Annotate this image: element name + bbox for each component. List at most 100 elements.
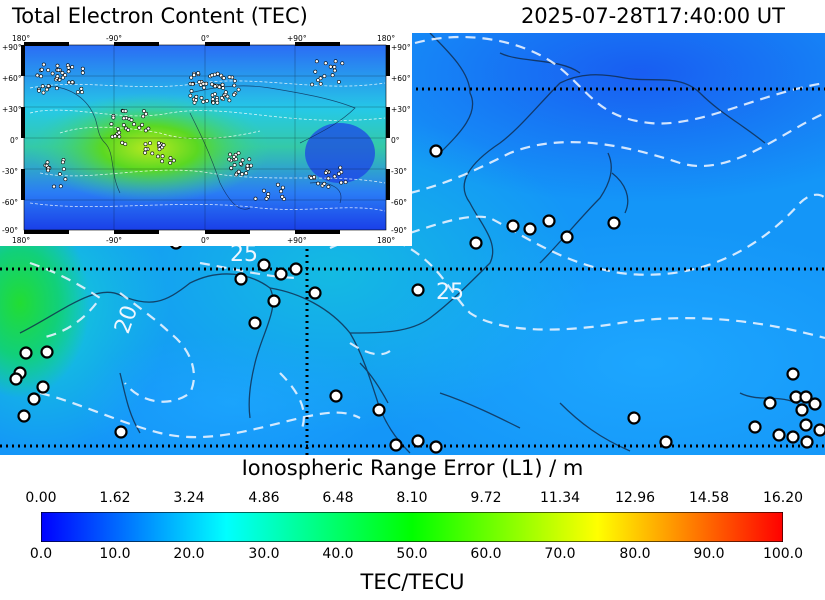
inset-station-marker <box>55 86 59 91</box>
contour-label: 25 <box>230 242 258 267</box>
inset-station-marker <box>309 175 314 180</box>
inset-station-marker <box>210 82 214 87</box>
inset-station-marker <box>144 111 148 116</box>
inset-station-marker <box>280 185 285 190</box>
inset-station-marker <box>40 84 45 89</box>
inset-station-marker <box>337 171 341 176</box>
inset-world-map: 180° -90° 0° +90° 180° 180° -90° 0° +90°… <box>0 33 412 246</box>
inset-station-marker <box>192 73 197 78</box>
gnss-station-marker <box>523 222 537 236</box>
inset-station-marker <box>113 134 118 139</box>
inset-station-marker <box>161 143 166 147</box>
inset-station-marker <box>111 115 116 120</box>
inset-station-marker <box>39 67 44 72</box>
gnss-station-marker <box>799 390 813 404</box>
color-bar <box>41 512 783 542</box>
range-tick: 11.34 <box>539 490 581 506</box>
inset-left-tick: -90° <box>2 226 18 235</box>
gnss-station-marker <box>257 258 271 272</box>
inset-right-tick: -30° <box>391 167 407 176</box>
gnss-station-marker <box>411 434 425 448</box>
inset-station-marker <box>41 90 46 95</box>
inset-station-marker <box>229 166 234 170</box>
inset-station-marker <box>171 158 176 163</box>
inset-station-marker <box>168 160 173 165</box>
inset-station-marker <box>120 140 125 145</box>
inset-station-marker <box>264 196 269 201</box>
inset-station-marker <box>227 98 232 103</box>
inset-station-marker <box>313 69 318 74</box>
inset-station-marker <box>143 150 147 155</box>
tec-tick: 0.0 <box>29 546 53 562</box>
inset-left-tick: 0° <box>10 136 19 145</box>
inset-station-marker <box>189 75 194 80</box>
tec-tick: 80.0 <box>619 546 651 562</box>
inset-station-marker <box>194 98 198 102</box>
inset-left-tick: +90° <box>2 43 22 52</box>
inset-station-marker <box>190 82 195 87</box>
inset-bottom-tick: -90° <box>106 236 122 245</box>
inset-station-marker <box>80 90 84 95</box>
inset-station-marker <box>160 159 165 164</box>
inset-left-tick: +60° <box>2 74 22 83</box>
inset-station-marker <box>326 176 331 181</box>
gnss-station-marker <box>799 418 813 432</box>
inset-station-marker <box>116 127 120 131</box>
gnss-station-marker <box>763 396 777 410</box>
inset-station-marker <box>228 152 233 157</box>
inset-station-marker <box>123 142 128 147</box>
inset-left-tick: -60° <box>2 198 18 207</box>
inset-station-marker <box>157 147 162 152</box>
tec-map: 25 25 20 <box>0 33 825 455</box>
inset-station-marker <box>123 109 128 114</box>
inset-station-marker <box>58 184 63 189</box>
gnss-station-marker <box>506 219 520 233</box>
inset-station-marker <box>220 82 225 87</box>
gnss-station-marker <box>808 397 822 411</box>
inset-station-marker <box>236 87 241 92</box>
inset-right-tick: 0° <box>391 136 400 145</box>
range-tick: 16.20 <box>762 490 804 506</box>
inset-station-marker <box>55 74 60 79</box>
gnss-station-marker <box>289 262 303 276</box>
gnss-station-marker <box>329 389 343 403</box>
inset-top-tick: +90° <box>287 34 307 43</box>
inset-station-marker <box>234 172 239 177</box>
gnss-station-marker <box>469 236 483 250</box>
inset-station-marker <box>316 181 321 186</box>
gnss-station-marker <box>248 316 262 330</box>
inset-station-marker <box>109 122 114 126</box>
inset-station-marker <box>262 188 266 193</box>
contour-label: 25 <box>436 280 464 305</box>
inset-station-marker <box>46 168 51 173</box>
inset-station-marker <box>189 89 194 93</box>
inset-station-marker <box>276 182 280 187</box>
inset-station-marker <box>46 68 51 73</box>
inset-station-marker <box>338 165 343 170</box>
inset-station-marker <box>245 163 250 168</box>
inset-station-marker <box>330 73 335 78</box>
inset-station-marker <box>168 156 173 160</box>
gnss-station-marker <box>308 286 322 300</box>
inset-right-tick: +30° <box>391 105 411 114</box>
range-tick: 8.10 <box>396 490 428 506</box>
gnss-station-marker <box>267 294 281 308</box>
inset-bottom-tick: +90° <box>287 236 307 245</box>
inset-station-marker <box>340 61 345 66</box>
inset-station-marker <box>35 73 40 78</box>
gnss-station-marker <box>9 372 23 386</box>
inset-right-tick: +90° <box>391 43 411 52</box>
inset-station-marker <box>61 160 65 165</box>
inset-station-marker <box>156 154 160 159</box>
inset-station-marker <box>227 75 232 80</box>
gnss-station-marker <box>429 440 443 454</box>
inset-station-marker <box>323 170 328 175</box>
inset-station-marker <box>55 63 60 68</box>
gnss-station-marker <box>607 216 621 230</box>
tec-unit-label: TEC/TECU <box>360 570 465 594</box>
inset-station-marker <box>62 167 66 172</box>
inset-station-marker <box>197 80 202 85</box>
tec-tick: 70.0 <box>544 546 576 562</box>
range-tick: 12.96 <box>614 490 656 506</box>
inset-station-marker <box>148 141 152 146</box>
